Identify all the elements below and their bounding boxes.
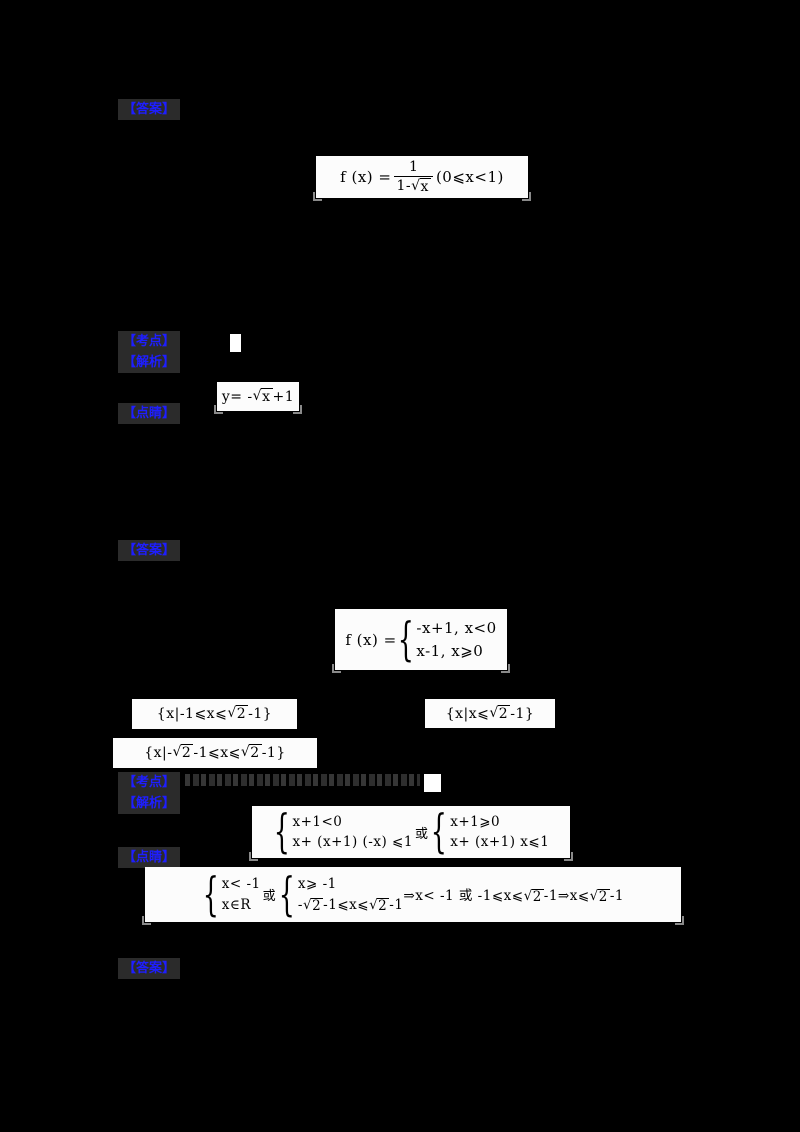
radical-sign: √	[240, 744, 251, 761]
label-note-1: 【点睛】	[118, 403, 181, 424]
sqrt: √ 2	[302, 896, 324, 914]
radical-sign: √	[302, 896, 313, 913]
fraction-denominator: 1- √ x	[394, 175, 433, 195]
radical-sign: √	[172, 744, 182, 761]
radical-sign: √	[523, 887, 533, 904]
case-rows: -x+1, x<0 x-1, x⩾0	[416, 619, 497, 660]
sqrt: √ 2	[240, 744, 262, 762]
solution-set-2[interactable]: {x|x⩽ √ 2 -1}	[425, 699, 555, 728]
equation-y-sqrt[interactable]: y= - √ x +1	[214, 382, 302, 414]
solution-set-1[interactable]: {x|-1⩽x⩽ √ 2 -1}	[132, 699, 297, 729]
illegible-strikethrough-text	[185, 774, 420, 786]
curly-brace: {	[273, 804, 290, 859]
equation-piecewise[interactable]: f (x) = { -x+1, x<0 x-1, x⩾0	[332, 609, 510, 673]
curly-brace: {	[278, 866, 296, 921]
curly-brace: {	[397, 611, 414, 666]
label-concept-1: 【考点】	[118, 331, 181, 352]
formula-text: y= -	[221, 388, 253, 405]
formula-text: f (x) =	[340, 168, 392, 186]
white-placeholder-box	[424, 774, 441, 792]
curly-brace: {	[202, 866, 220, 921]
equation-system-1[interactable]: { x+1<0 x+ (x+1) (-x) ⩽1 或 { x+1⩾0 x+ (x…	[249, 804, 573, 861]
text-cursor-box	[230, 334, 241, 352]
radical-sign: √	[489, 704, 499, 721]
solution-set-3[interactable]: {x|- √ 2 -1⩽x⩽ √ 2 -1}	[113, 738, 317, 768]
or-word: 或	[262, 889, 277, 904]
case-rows: x+1⩾0 x+ (x+1) x⩽1	[450, 813, 550, 850]
fraction: 1 1- √ x	[394, 159, 433, 195]
radical-sign: √	[369, 896, 379, 913]
sqrt: √ 2	[172, 744, 194, 762]
radical-sign: √	[411, 177, 421, 194]
case-row-with-sqrt: - √ 2 -1⩽x⩽ √ 2 -1	[297, 896, 404, 914]
sqrt: √ 2	[227, 705, 249, 723]
case-rows: x< -1 x∈R	[221, 876, 261, 913]
conclusion: ⇒x< -1 或 -1⩽x⩽ √ 2 -1⇒x⩽ √ 2 -1	[403, 887, 625, 905]
or-word: 或	[414, 826, 429, 842]
cases-group: { -x+1, x<0 x-1, x⩾0	[397, 611, 497, 666]
cases-group: { x⩾ -1 - √ 2 -1⩽x⩽ √ 2 -1	[278, 866, 404, 921]
label-answer-2: 【答案】	[118, 540, 181, 561]
formula-text: +1	[272, 388, 295, 405]
sqrt: √ 2	[489, 704, 511, 722]
label-answer-3: 【答案】	[118, 958, 181, 979]
cases-group: { x< -1 x∈R	[202, 866, 261, 921]
sqrt: √ 2	[369, 896, 390, 914]
label-concept-2: 【考点】	[118, 772, 181, 793]
formula-text: f (x) =	[345, 630, 397, 649]
label-analysis-1: 【解析】	[118, 352, 181, 373]
label-answer-1: 【答案】	[118, 99, 181, 120]
formula-text: (0⩽x<1)	[435, 168, 504, 186]
sqrt: √ x	[252, 387, 273, 405]
case-rows: x⩾ -1 - √ 2 -1⩽x⩽ √ 2 -1	[297, 876, 404, 914]
radical-sign: √	[252, 387, 263, 404]
curly-brace: {	[431, 804, 448, 859]
sqrt: √ x	[411, 177, 431, 195]
fraction-numerator: 1	[409, 159, 419, 176]
cases-group: { x+1⩾0 x+ (x+1) x⩽1	[430, 804, 550, 859]
radical-sign: √	[227, 705, 237, 722]
equation-fx-fraction[interactable]: f (x) = 1 1- √ x (0⩽x<1)	[313, 156, 531, 201]
label-analysis-2: 【解析】	[118, 793, 181, 814]
case-rows: x+1<0 x+ (x+1) (-x) ⩽1	[292, 813, 413, 850]
equation-system-2[interactable]: { x< -1 x∈R 或 { x⩾ -1 - √ 2 -1⩽x⩽ √ 2 -1 ⇒x< -…	[142, 866, 684, 925]
label-note-2: 【点睛】	[118, 847, 181, 868]
radical-sign: √	[589, 887, 599, 904]
sqrt: √ 2	[523, 887, 544, 905]
sqrt: √ 2	[589, 887, 610, 905]
cases-group: { x+1<0 x+ (x+1) (-x) ⩽1	[273, 804, 413, 859]
